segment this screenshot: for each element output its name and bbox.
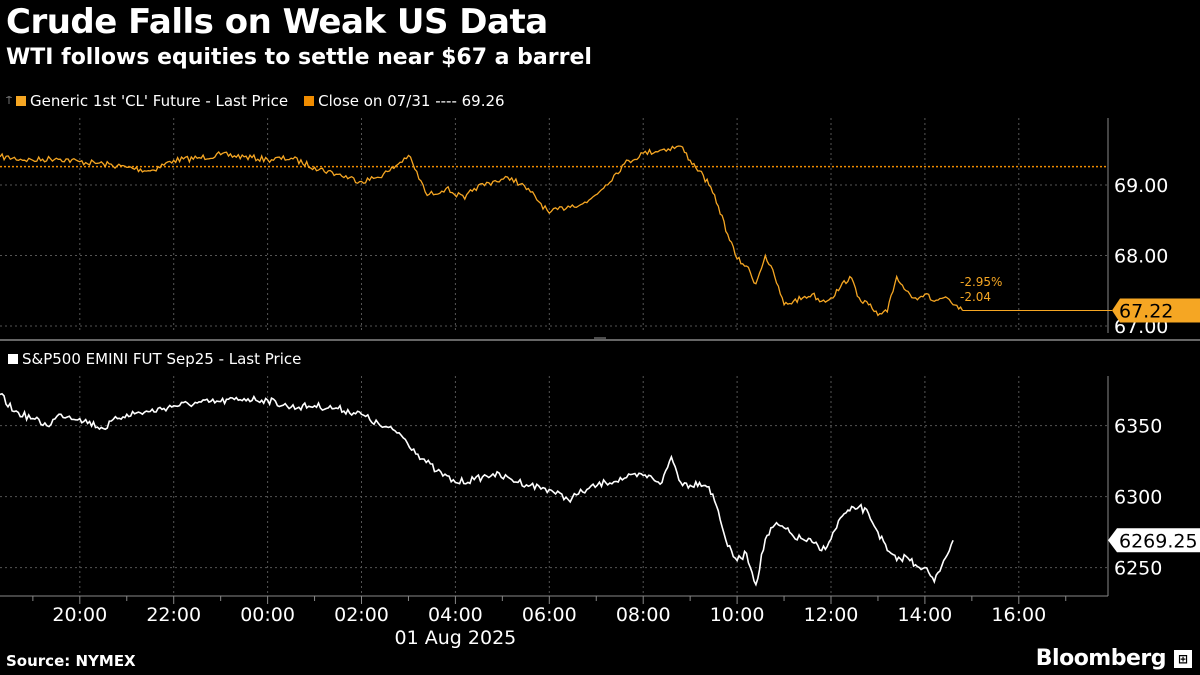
legend-swatch-oil: [16, 96, 26, 106]
spx-price-line: [0, 392, 954, 587]
x-tick-label-1: 22:00: [146, 604, 201, 626]
legend-swatch-close: [304, 96, 315, 106]
spx-last-value-tag: [1108, 528, 1200, 553]
x-tick-label-8: 12:00: [804, 604, 859, 626]
x-tick-label-3: 02:00: [334, 604, 389, 626]
x-tick-label-0: 20:00: [52, 604, 107, 626]
spx-legend: S&P500 EMINI FUT Sep25 - Last Price: [6, 350, 315, 368]
oil-last-value-tag: [1112, 298, 1200, 323]
ytick-label-spx-2: 6250: [1114, 558, 1162, 580]
x-tick-label-9: 14:00: [898, 604, 953, 626]
spx-last-value-label: 6269.25: [1119, 530, 1198, 552]
x-tick-label-4: 04:00: [428, 604, 483, 626]
legend-label-close: Close on 07/31 ---- 69.26: [318, 92, 505, 110]
oil-change-percent: -2.95%: [960, 275, 1002, 289]
chart-title: Crude Falls on Weak US Data: [6, 2, 548, 42]
ytick-label-spx-1: 6300: [1114, 487, 1162, 509]
x-tick-label-2: 00:00: [240, 604, 295, 626]
legend-label-spx: S&P500 EMINI FUT Sep25 - Last Price: [22, 350, 302, 368]
legend-item-close: Close on 07/31 ---- 69.26: [302, 92, 505, 110]
x-tick-label-7: 10:00: [710, 604, 765, 626]
ytick-label-spx-0: 6350: [1114, 416, 1162, 438]
legend-swatch-spx: [8, 354, 18, 364]
x-tick-label-10: 16:00: [991, 604, 1046, 626]
x-date-label: 01 Aug 2025: [395, 627, 517, 649]
oil-legend: ⍑ Generic 1st 'CL' Future - Last Price C…: [6, 92, 519, 110]
bloomberg-logo-icon: ⊞: [1174, 650, 1192, 668]
chart-subtitle: WTI follows equities to settle near $67 …: [6, 45, 592, 70]
oil-change-abs: -2.04: [960, 290, 991, 304]
x-tick-label-6: 08:00: [616, 604, 671, 626]
oil-price-line: [0, 145, 964, 317]
x-tick-label-5: 06:00: [522, 604, 577, 626]
legend-item-spx: S&P500 EMINI FUT Sep25 - Last Price: [6, 350, 301, 368]
ytick-label-oil-0: 69.00: [1114, 175, 1168, 197]
bloomberg-logo: Bloomberg: [1035, 646, 1167, 671]
oil-last-value-label: 67.22: [1119, 300, 1173, 322]
pin-icon: ⍑: [6, 95, 12, 107]
ytick-label-oil-1: 68.00: [1114, 245, 1168, 267]
legend-label-oil: Generic 1st 'CL' Future - Last Price: [30, 92, 289, 110]
source-note: Source: NYMEX: [6, 652, 136, 670]
legend-item-oil: Generic 1st 'CL' Future - Last Price: [14, 92, 288, 110]
